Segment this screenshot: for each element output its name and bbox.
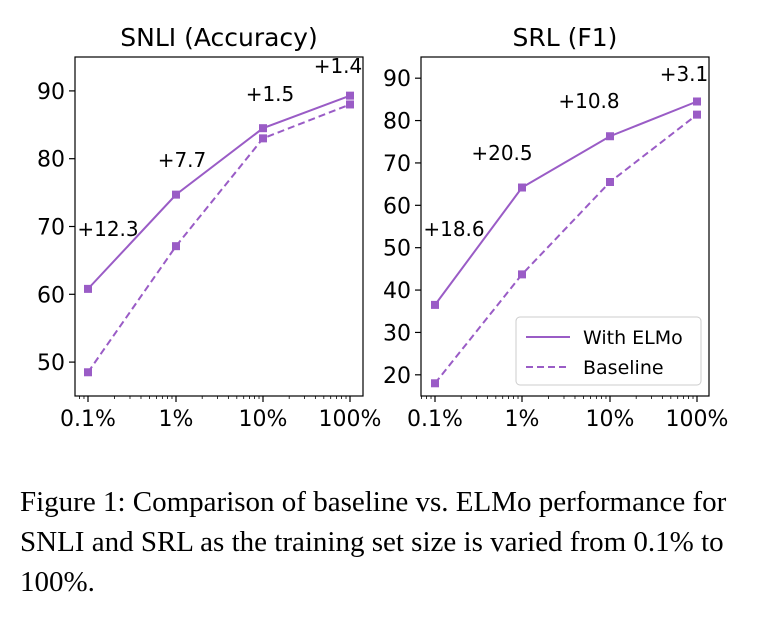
y-tick-label-1: 90	[383, 67, 411, 92]
baseline-point-0	[172, 242, 180, 251]
baseline-point-0	[346, 100, 354, 109]
axes-frame-1	[420, 56, 710, 397]
improvement-annotation-1: +10.8	[558, 89, 619, 113]
baseline-point-0	[84, 368, 92, 377]
y-tick-label-1: 60	[383, 194, 411, 219]
baseline-point-1	[693, 110, 701, 119]
x-tick-label-0: 100%	[319, 407, 382, 432]
x-tick-label-0: 10%	[239, 407, 288, 432]
elmo-point-0	[259, 124, 267, 133]
improvement-annotation-0: +7.7	[158, 148, 207, 172]
y-tick-label-1: 20	[383, 364, 411, 389]
y-tick-label-1: 70	[383, 152, 411, 177]
x-tick-label-1: 0.1%	[407, 407, 463, 432]
figure-caption: Figure 1: Comparison of baseline vs. ELM…	[20, 486, 727, 598]
elmo-point-0	[346, 91, 354, 100]
baseline-line-1	[434, 113, 698, 384]
improvement-annotation-0: +12.3	[77, 217, 138, 241]
improvement-annotation-0: +1.5	[246, 82, 295, 106]
baseline-line-0	[87, 103, 351, 373]
chart-title-0: SNLI (Accuracy)	[120, 23, 317, 52]
x-tick-label-0: 1%	[159, 407, 194, 432]
baseline-point-1	[518, 270, 526, 279]
elmo-point-0	[172, 190, 180, 199]
x-tick-label-0: 0.1%	[60, 407, 116, 432]
y-tick-label-1: 80	[383, 110, 411, 135]
elmo-point-1	[518, 183, 526, 192]
legend-elmo-label: With ELMo	[583, 327, 683, 349]
elmo-point-1	[606, 132, 614, 141]
x-tick-label-1: 100%	[666, 407, 729, 432]
y-tick-label-0: 70	[37, 216, 65, 241]
y-tick-label-0: 50	[37, 351, 65, 376]
y-tick-label-1: 40	[383, 279, 411, 304]
chart-title-1: SRL (F1)	[513, 23, 618, 52]
y-tick-label-0: 80	[37, 148, 65, 173]
elmo-point-1	[693, 97, 701, 106]
figure-charts: SNLI (Accuracy) 50 60 70 80 90 0.1% 1% 10% 100% +1…	[37, 23, 729, 432]
elmo-line-0	[87, 94, 351, 290]
elmo-point-0	[84, 284, 92, 293]
elmo-line-1	[434, 100, 698, 306]
x-tick-label-1: 10%	[586, 407, 635, 432]
elmo-point-1	[431, 300, 439, 309]
baseline-point-1	[606, 178, 614, 187]
y-tick-label-1: 30	[383, 321, 411, 346]
baseline-point-0	[259, 134, 267, 143]
y-tick-label-0: 60	[37, 283, 65, 308]
improvement-annotation-1: +18.6	[423, 217, 484, 241]
y-tick-label-0: 90	[37, 80, 65, 105]
improvement-annotation-0: +1.4	[314, 54, 363, 78]
y-tick-label-1: 50	[383, 237, 411, 262]
x-tick-label-1: 1%	[505, 407, 540, 432]
improvement-annotation-1: +20.5	[471, 141, 532, 165]
legend-baseline-label: Baseline	[583, 357, 664, 379]
improvement-annotation-1: +3.1	[660, 62, 709, 86]
baseline-point-1	[431, 379, 439, 388]
